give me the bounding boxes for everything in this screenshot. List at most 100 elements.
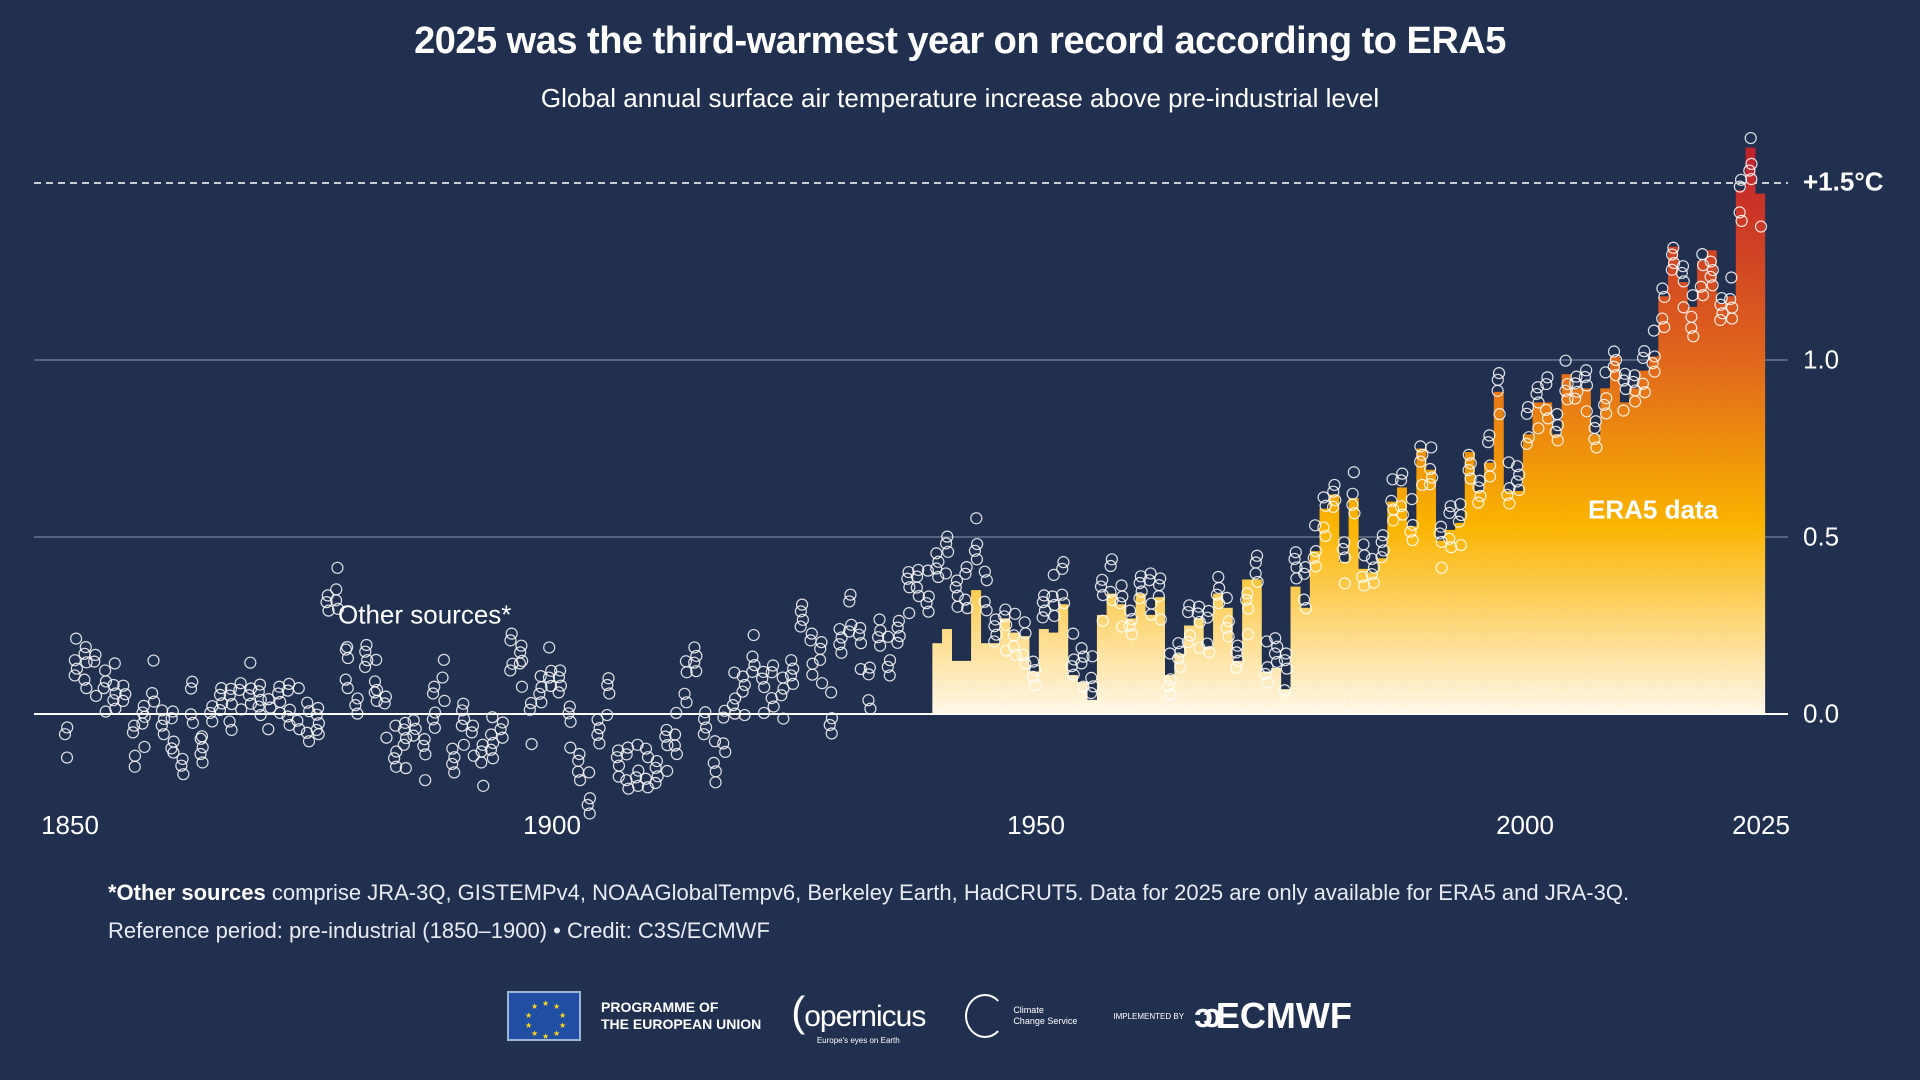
- other-sources-point: [864, 702, 877, 715]
- other-sources-point: [138, 740, 151, 754]
- era5-bar: [1058, 604, 1069, 714]
- other-sources-point: [680, 666, 693, 679]
- other-sources-point: [523, 703, 536, 716]
- other-sources-point: [1338, 536, 1351, 549]
- other-sources-point: [525, 737, 538, 751]
- other-sources-point: [1406, 534, 1419, 547]
- other-sources-point: [707, 756, 720, 769]
- other-sources-point: [1676, 260, 1690, 273]
- era5-bar: [1125, 618, 1136, 714]
- other-sources-point: [630, 771, 643, 784]
- other-sources-point: [109, 687, 122, 700]
- other-sources-point: [1358, 549, 1371, 562]
- other-sources-point: [758, 680, 771, 694]
- other-sources-point: [939, 567, 952, 580]
- other-sources-point: [583, 807, 596, 820]
- other-sources-point: [1231, 639, 1244, 652]
- era5-bar: [1435, 540, 1446, 714]
- era5-bar: [1571, 388, 1582, 714]
- other-sources-point: [794, 620, 807, 633]
- other-sources-point: [223, 689, 236, 702]
- era5-bar: [1019, 636, 1030, 714]
- other-sources-point: [1501, 488, 1514, 501]
- other-sources-point: [213, 704, 226, 717]
- other-sources-point: [1386, 473, 1399, 486]
- other-sources-point: [1706, 263, 1719, 277]
- other-sources-point: [1473, 474, 1486, 487]
- era5-bar: [1503, 490, 1514, 714]
- other-sources-point: [138, 710, 151, 723]
- other-sources-point: [1104, 559, 1117, 573]
- other-sources-point: [116, 694, 130, 708]
- era5-bar: [1358, 568, 1369, 714]
- era5-bar: [1561, 374, 1572, 714]
- other-sources-point: [1048, 609, 1061, 623]
- other-sources-point: [1607, 360, 1620, 373]
- other-sources-point: [1278, 684, 1291, 697]
- other-sources-point: [1638, 345, 1651, 358]
- other-sources-point: [128, 760, 141, 773]
- era5-bar: [1397, 487, 1407, 714]
- other-sources-point: [390, 760, 403, 773]
- partner-logos: ★ ★ ★ ★ ★ ★ ★ ★ ★ ★ PROGRAMME OF THE EUROPEAN UNIO…: [507, 988, 1352, 1045]
- other-sources-point: [970, 512, 983, 525]
- other-sources-point: [223, 715, 236, 728]
- other-sources-point: [1201, 637, 1214, 650]
- other-sources-point: [873, 613, 886, 626]
- other-sources-point: [1725, 271, 1738, 284]
- other-sources-point: [961, 602, 974, 615]
- other-sources-point: [368, 686, 381, 699]
- other-sources-point: [329, 594, 343, 607]
- other-sources-point: [1716, 307, 1729, 320]
- other-sources-point: [1714, 313, 1727, 327]
- era5-bar: [1677, 282, 1688, 714]
- other-sources-point: [1551, 419, 1565, 432]
- y-tick-label: 0.0: [1803, 698, 1840, 729]
- other-sources-point: [1018, 616, 1031, 629]
- other-sources-point: [1600, 392, 1613, 405]
- other-sources-point: [379, 690, 392, 703]
- other-sources-point: [89, 648, 102, 661]
- era5-bar: [1009, 632, 1020, 714]
- other-sources-point: [891, 636, 904, 649]
- other-sources-point: [1520, 437, 1533, 450]
- chart-subtitle: Global annual surface air temperature in…: [540, 83, 1380, 113]
- other-sources-point: [1057, 556, 1070, 569]
- other-sources-point: [1269, 632, 1282, 645]
- other-sources-point: [533, 687, 546, 700]
- other-sources-point: [757, 665, 770, 678]
- other-sources-point: [1462, 448, 1475, 461]
- other-sources-point: [581, 798, 594, 812]
- other-sources-point: [128, 749, 142, 762]
- other-sources-point: [708, 735, 722, 748]
- other-sources-point: [504, 664, 517, 677]
- other-sources-point: [320, 596, 333, 609]
- other-sources-point: [1532, 396, 1545, 409]
- other-sources-point: [455, 719, 468, 732]
- other-sources-point: [312, 728, 325, 741]
- other-sources-point: [844, 588, 857, 601]
- other-sources-point: [1164, 673, 1177, 686]
- other-sources-point: [678, 687, 691, 700]
- other-sources-point: [233, 683, 246, 697]
- other-sources-point: [1183, 599, 1196, 612]
- other-sources-point: [1367, 576, 1380, 589]
- other-sources-point: [1008, 607, 1022, 620]
- other-sources-point: [1242, 602, 1255, 615]
- era5-bar: [1222, 607, 1233, 714]
- other-sources-point: [254, 693, 267, 706]
- copernicus-wordmark: opernicus: [804, 999, 926, 1033]
- other-sources-point: [457, 712, 471, 726]
- other-sources-point: [1589, 415, 1602, 428]
- other-sources-point: [1055, 588, 1069, 601]
- other-sources-point: [835, 631, 848, 644]
- other-sources-point: [1694, 280, 1708, 293]
- other-sources-point: [167, 735, 180, 748]
- era5-bar: [1348, 498, 1359, 714]
- other-sources-point: [930, 562, 943, 575]
- other-sources-point: [688, 656, 701, 669]
- other-sources-point: [1279, 647, 1293, 660]
- other-sources-point: [1483, 470, 1497, 483]
- other-sources-point: [496, 731, 509, 744]
- other-sources-point: [1735, 214, 1748, 227]
